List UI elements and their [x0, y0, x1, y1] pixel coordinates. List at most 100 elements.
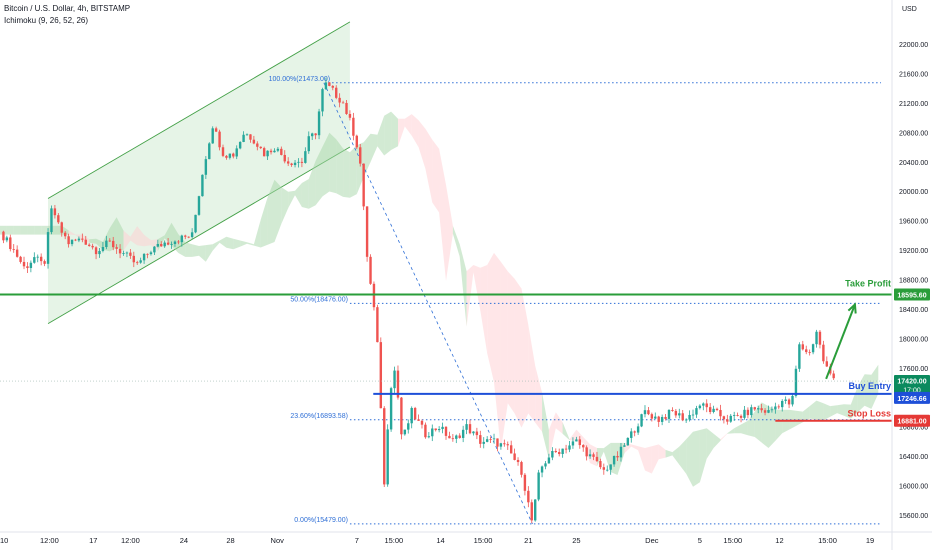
cloud-segment-green — [830, 405, 838, 417]
cloud-segment-red — [521, 288, 529, 428]
candle-body — [362, 163, 365, 207]
candle-body — [815, 331, 818, 345]
candle-body — [554, 450, 557, 453]
candle-body — [36, 256, 39, 258]
candle-body — [424, 424, 427, 438]
y-tick-label: 20000.00 — [899, 189, 928, 196]
candle-body — [60, 222, 63, 233]
candle-body — [53, 208, 57, 216]
x-tick-label: 14 — [436, 536, 444, 545]
x-tick-label: 28 — [226, 536, 234, 545]
candle-body — [311, 133, 314, 137]
candle-body — [537, 472, 540, 500]
y-tick-label: 21200.00 — [899, 101, 928, 108]
cloud-segment-green — [542, 392, 549, 460]
candle-body — [520, 462, 523, 475]
cloud-segment-red — [398, 118, 405, 147]
candle-body — [743, 409, 746, 418]
cloud-segment-green — [219, 236, 227, 248]
cloud-segment-green — [349, 145, 357, 198]
cloud-segment-green — [384, 111, 392, 156]
candle-body — [468, 424, 472, 434]
fibonacci-levels: 100.00%(21473.00) 50.00%(18476.00) 23.60%(… — [269, 76, 882, 525]
candle-body — [46, 232, 50, 264]
cloud-segment-green — [6, 225, 14, 235]
cloud-segment-green — [226, 236, 234, 250]
candle-body — [472, 431, 475, 434]
cloud-segment-red — [507, 271, 515, 414]
candle-body — [63, 232, 67, 237]
candle-body — [77, 238, 81, 241]
cloud-segment-green — [789, 409, 796, 430]
candle-body — [654, 416, 657, 419]
candle-body — [732, 415, 736, 416]
candle-body — [389, 388, 393, 430]
candle-body — [753, 407, 756, 410]
cloud-segment-green — [247, 242, 254, 246]
candle-body — [633, 431, 636, 433]
cloud-segment-green — [96, 238, 103, 250]
candle-body — [324, 82, 328, 90]
candle-body — [571, 441, 575, 446]
cloud-segment-red — [548, 412, 556, 460]
cloud-segment-green — [61, 225, 69, 235]
candle-body — [413, 407, 417, 420]
fib-level-label: 50.00%(18476.00) — [290, 296, 348, 303]
candle-body — [760, 408, 763, 411]
x-tick-label: 21 — [524, 536, 532, 545]
y-tick-label: 18400.00 — [899, 307, 928, 314]
candle-body — [194, 214, 197, 233]
candle-body — [527, 490, 530, 503]
buy-entry-badge-bg — [894, 391, 930, 404]
candle-body — [214, 128, 218, 132]
cloud-segment-red — [528, 324, 536, 423]
level-badge-0-bg — [894, 288, 930, 301]
candle-body — [578, 439, 581, 446]
candle-body — [105, 240, 108, 248]
cloud-segment-red — [555, 412, 563, 434]
candle-body — [688, 414, 691, 420]
candle-body — [221, 147, 225, 156]
candle-body — [115, 247, 118, 249]
last-price-badge-bg — [894, 375, 930, 396]
cloud-segment-green — [212, 240, 220, 251]
candle-body — [588, 454, 592, 457]
candle-body — [671, 409, 674, 411]
candle-body — [496, 438, 499, 447]
candle-body — [616, 455, 619, 458]
candle-body — [513, 453, 516, 460]
forecast-arrow-line — [825, 304, 856, 380]
candle-body — [91, 245, 94, 248]
candle-body — [678, 413, 681, 416]
candle-body — [767, 410, 770, 413]
candle-body — [112, 240, 115, 248]
candle-body — [393, 370, 396, 389]
candle-body — [475, 431, 479, 436]
y-tick-label: 20400.00 — [899, 160, 928, 167]
cloud-segment-green — [363, 133, 371, 178]
candle-body — [458, 435, 461, 438]
candle-body — [335, 87, 338, 98]
candle-body — [238, 141, 242, 149]
candle-body — [139, 260, 142, 263]
candle-body — [376, 307, 379, 343]
cloud-segment-green — [192, 244, 199, 257]
candle-body — [417, 419, 420, 421]
y-tick-label: 15600.00 — [899, 513, 928, 520]
cloud-segment-green — [336, 139, 344, 197]
candle-body — [266, 150, 269, 157]
candle-body — [201, 174, 204, 197]
y-tick-label: 19200.00 — [899, 248, 928, 255]
candle-body — [534, 499, 537, 521]
candle-body — [132, 255, 135, 263]
cloud-segment-green — [13, 225, 21, 235]
candle-body — [647, 410, 650, 415]
cloud-segment-red — [466, 265, 474, 327]
cloud-segment-red — [439, 148, 446, 281]
forecast-arrow-head — [847, 302, 857, 314]
cloud-segment-red — [658, 444, 666, 460]
candle-body — [297, 161, 300, 163]
cloud-segment-green — [295, 183, 302, 207]
cloud-segment-green — [233, 238, 241, 250]
